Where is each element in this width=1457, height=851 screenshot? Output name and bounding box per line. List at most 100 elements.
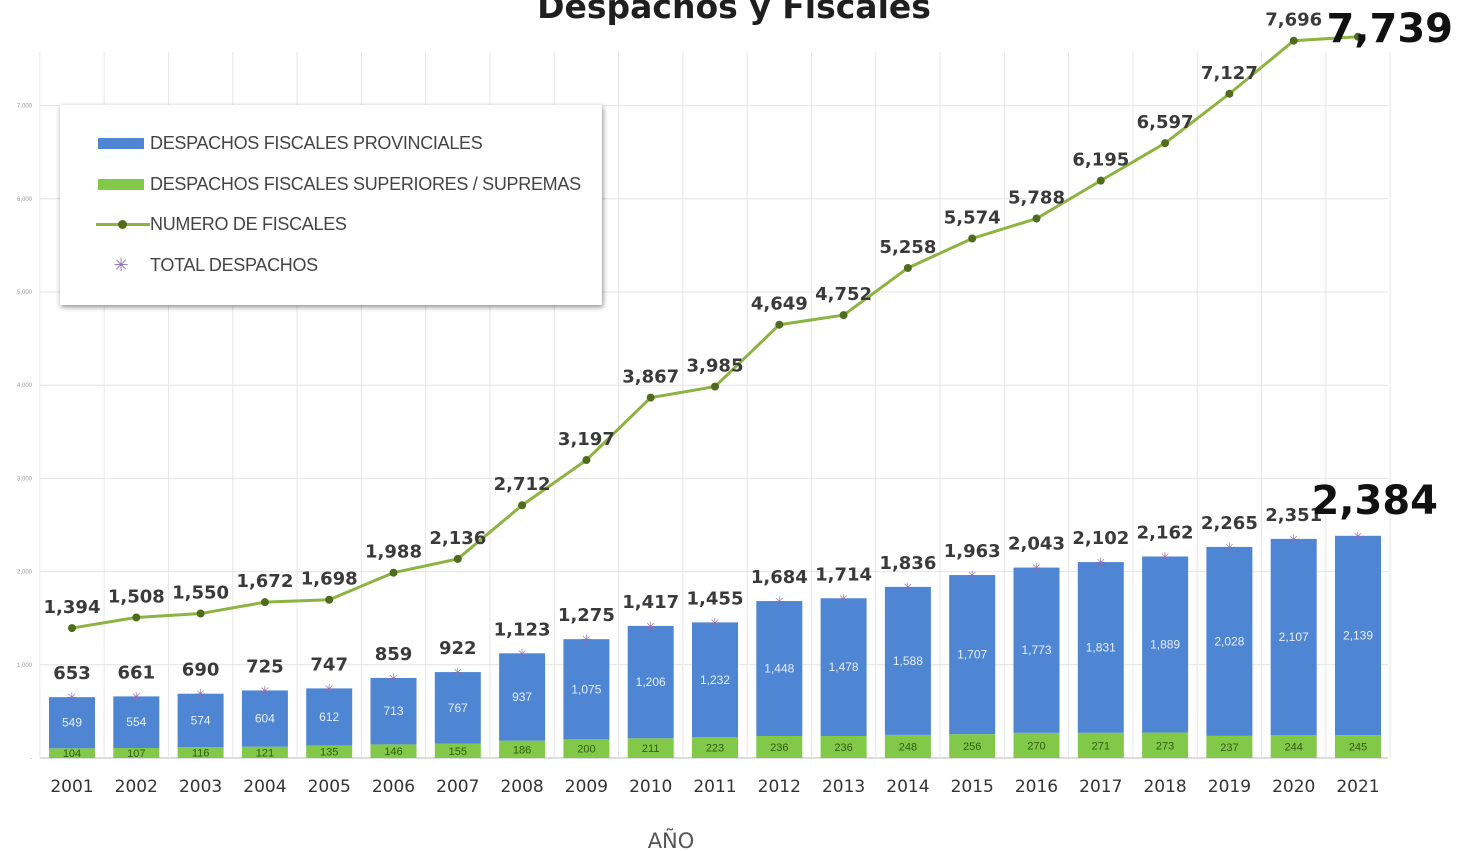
fiscales-point <box>1096 176 1105 185</box>
total-marker: ✳ <box>902 580 913 595</box>
fiscales-label: 7,127 <box>1201 63 1258 84</box>
fiscales-label: 5,258 <box>879 237 936 258</box>
x-tick-label: 2015 <box>951 777 994 797</box>
bar-label-superiores: 135 <box>320 747 338 759</box>
fiscales-label: 5,574 <box>944 208 1001 229</box>
bar-provinciales <box>1142 556 1189 733</box>
fiscales-label: 2,136 <box>429 528 486 549</box>
legend-item-fiscales: NUMERO DE FISCALES <box>60 212 347 236</box>
fiscales-label: 1,550 <box>172 583 229 604</box>
fiscales-label: 3,985 <box>687 356 744 377</box>
bar-label-provinciales: 574 <box>191 713 211 727</box>
x-tick-label: 2011 <box>693 777 736 797</box>
bar-label-provinciales: 937 <box>512 690 532 704</box>
total-marker: ✳ <box>1160 550 1171 565</box>
y-tick-label: 7,000 <box>17 104 33 110</box>
total-label: 1,684 <box>751 567 808 588</box>
fiscales-point <box>711 382 719 391</box>
x-tick-label: 2016 <box>1015 777 1058 797</box>
total-marker: ✳ <box>1031 561 1042 576</box>
x-tick-label: 2008 <box>500 777 543 797</box>
bar-label-superiores: 146 <box>384 746 402 758</box>
legend-label: NUMERO DE FISCALES <box>150 213 347 234</box>
bar-provinciales <box>113 696 160 749</box>
bar-label-provinciales: 549 <box>62 716 82 730</box>
legend: DESPACHOS FISCALES PROVINCIALES DESPACHO… <box>60 105 602 305</box>
legend-item-superiores: DESPACHOS FISCALES SUPERIORES / SUPREMAS <box>60 172 581 196</box>
bar-provinciales <box>1077 562 1124 733</box>
bar-label-provinciales: 1,588 <box>893 654 923 668</box>
bar-label-provinciales: 2,028 <box>1214 634 1244 648</box>
total-label: 1,714 <box>815 564 872 585</box>
purple-star-marker-icon: ✳ <box>113 254 129 275</box>
x-tick-label: 2002 <box>115 777 158 797</box>
bar-provinciales <box>370 677 417 745</box>
bar-label-superiores: 236 <box>834 742 852 754</box>
bar-label-provinciales: 1,448 <box>764 662 794 676</box>
bar-label-provinciales: 1,773 <box>1021 643 1051 657</box>
fiscales-point <box>582 456 591 465</box>
total-marker: ✳ <box>259 683 270 698</box>
bar-label-superiores: 211 <box>642 743 660 755</box>
bar-provinciales <box>756 601 803 737</box>
x-tick-label: 2004 <box>243 777 286 797</box>
x-tick-label: 2010 <box>629 777 672 797</box>
total-label: 1,123 <box>494 619 551 640</box>
green-line-marker-swatch <box>96 218 150 230</box>
bar-label-provinciales: 1,075 <box>571 682 601 696</box>
bar-provinciales <box>1013 567 1060 733</box>
bar-provinciales <box>949 575 996 735</box>
bar-label-superiores: 248 <box>899 741 917 753</box>
total-label: 653 <box>53 663 91 684</box>
bar-superiores <box>434 743 481 758</box>
fiscales-point <box>68 624 76 633</box>
bar-provinciales <box>49 697 95 749</box>
bar-provinciales <box>820 598 867 737</box>
fiscales-point <box>1225 89 1234 98</box>
total-marker: ✳ <box>1353 529 1364 544</box>
bar-superiores <box>949 734 996 758</box>
total-label: 2,102 <box>1072 528 1129 549</box>
x-axis-ticks: 2001 2002 2003 2004 2005 2006 2007 2008 2009 2010… <box>50 777 1379 797</box>
bar-provinciales <box>306 688 353 746</box>
bar-superiores <box>1270 735 1317 758</box>
total-label: 747 <box>310 654 348 675</box>
x-tick-label: 2017 <box>1079 777 1122 797</box>
bar-provinciales <box>627 625 674 739</box>
fiscales-point <box>518 501 527 510</box>
fiscales-label: 3,197 <box>558 429 615 450</box>
fiscales-point <box>903 263 912 272</box>
bar-superiores <box>884 734 931 758</box>
bar-label-superiores: 236 <box>770 742 788 754</box>
fiscales-point <box>325 595 334 604</box>
x-tick-label: 2021 <box>1336 777 1379 797</box>
bar-label-superiores: 121 <box>256 747 274 759</box>
x-tick-label: 2007 <box>436 777 479 797</box>
fiscales-point <box>968 234 977 243</box>
bar-label-provinciales: 2,107 <box>1279 630 1309 644</box>
y-tick-label: - <box>30 756 32 762</box>
bar-superiores <box>177 747 224 758</box>
fiscales-label: 1,394 <box>44 597 101 618</box>
fiscales-point <box>839 311 848 320</box>
bar-label-superiores: 271 <box>1092 740 1110 752</box>
bar-labels: 549 104 554 107 574 116 604 121 612 135 713 146 767 1… <box>62 628 1373 760</box>
total-marker: ✳ <box>581 632 592 647</box>
bar-superiores <box>113 748 160 758</box>
x-tick-label: 2013 <box>822 777 865 797</box>
total-marker: ✳ <box>1288 532 1299 547</box>
y-tick-label: 4,000 <box>17 383 33 389</box>
bar-label-provinciales: 1,831 <box>1086 640 1116 654</box>
total-label: 690 <box>182 660 220 681</box>
total-label: 661 <box>118 662 156 683</box>
total-marker: ✳ <box>67 690 78 705</box>
x-axis-label: AÑO <box>648 827 695 851</box>
bar-label-superiores: 237 <box>1220 742 1238 754</box>
bar-label-superiores: 107 <box>127 748 145 760</box>
fiscales-label: 6,195 <box>1072 150 1129 171</box>
total-label: 859 <box>375 644 413 665</box>
bar-superiores <box>306 745 353 758</box>
legend-item-total: ✳ TOTAL DESPACHOS <box>60 253 318 277</box>
bar-label-superiores: 186 <box>513 744 531 756</box>
